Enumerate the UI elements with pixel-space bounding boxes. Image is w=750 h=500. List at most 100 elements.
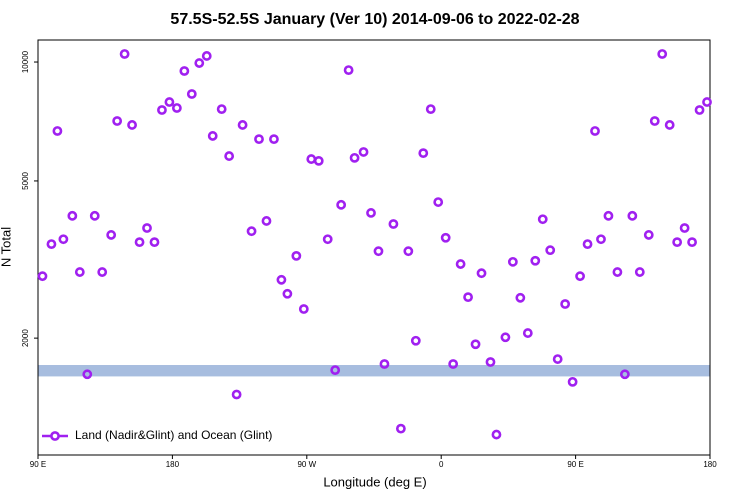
x-axis-label: Longitude (deg E) xyxy=(323,474,426,489)
point xyxy=(530,255,541,266)
point xyxy=(306,154,317,164)
point xyxy=(500,332,511,343)
point xyxy=(582,239,593,250)
point xyxy=(373,246,384,257)
point xyxy=(634,267,645,277)
chart-title: 57.5S-52.5S January (Ver 10) 2014-09-06 … xyxy=(170,11,579,28)
point xyxy=(507,256,518,267)
point xyxy=(106,230,117,240)
y-tick-label: 10000 xyxy=(21,50,30,73)
point xyxy=(643,230,654,240)
point xyxy=(157,105,167,115)
point xyxy=(403,246,414,257)
point xyxy=(119,49,130,59)
point xyxy=(491,429,502,440)
point xyxy=(298,304,309,314)
point xyxy=(237,120,248,130)
point xyxy=(455,259,466,269)
point xyxy=(395,423,406,434)
point xyxy=(97,267,108,277)
point xyxy=(567,376,578,387)
legend-label: Land (Nadir&Glint) and Ocean (Glint) xyxy=(75,428,272,442)
point xyxy=(269,134,279,145)
point xyxy=(246,226,257,237)
x-tick-label: 90 E xyxy=(567,460,583,469)
point xyxy=(388,219,399,229)
point xyxy=(127,120,137,130)
point xyxy=(291,251,302,261)
point xyxy=(470,339,481,350)
point xyxy=(687,237,697,248)
x-tick-label: 90 E xyxy=(30,460,46,469)
point xyxy=(619,369,630,380)
x-tick-label: 180 xyxy=(166,460,180,469)
point xyxy=(552,354,563,364)
point xyxy=(694,105,705,115)
point xyxy=(425,104,436,115)
point xyxy=(485,357,496,367)
point xyxy=(194,58,205,68)
point xyxy=(657,49,668,59)
point xyxy=(142,223,152,233)
reference-band xyxy=(38,365,710,377)
point xyxy=(349,152,360,163)
x-tick-label: 0 xyxy=(439,460,444,469)
point xyxy=(74,267,85,277)
point xyxy=(52,126,63,136)
point xyxy=(590,126,600,136)
point xyxy=(537,214,548,225)
point xyxy=(515,292,526,303)
point xyxy=(149,237,160,248)
plot-frame xyxy=(37,39,711,456)
point xyxy=(358,147,369,157)
point xyxy=(596,234,606,245)
point xyxy=(379,359,390,369)
point xyxy=(702,97,712,107)
point xyxy=(46,239,57,250)
point xyxy=(672,237,683,248)
y-axis-label: N Total xyxy=(0,227,13,267)
point xyxy=(366,208,376,218)
point xyxy=(322,234,333,245)
legend-marker xyxy=(50,431,60,441)
point xyxy=(545,245,556,256)
point xyxy=(89,210,100,221)
point xyxy=(82,369,93,380)
point xyxy=(112,116,123,126)
point xyxy=(216,104,227,115)
point xyxy=(336,199,347,210)
point xyxy=(186,89,197,99)
point xyxy=(463,292,473,303)
point xyxy=(179,66,190,76)
point xyxy=(343,65,354,76)
point xyxy=(440,232,451,243)
point xyxy=(649,116,660,126)
point xyxy=(282,288,293,299)
point xyxy=(224,151,235,161)
y-tick-label: 2000 xyxy=(21,329,30,347)
point xyxy=(679,223,690,233)
point xyxy=(261,216,272,226)
point xyxy=(207,131,218,141)
point xyxy=(134,237,145,248)
x-tick-label: 180 xyxy=(703,460,717,469)
point xyxy=(231,389,242,400)
point xyxy=(410,335,421,346)
point xyxy=(627,210,638,221)
point xyxy=(330,365,341,375)
x-tick-label: 90 W xyxy=(297,460,316,469)
point xyxy=(603,210,614,221)
point xyxy=(612,267,623,277)
point xyxy=(37,271,48,282)
point xyxy=(448,359,459,369)
point xyxy=(664,120,675,130)
point xyxy=(171,103,182,113)
point xyxy=(67,210,78,221)
point xyxy=(276,274,287,285)
point xyxy=(522,328,533,338)
point xyxy=(560,299,571,309)
point xyxy=(433,197,444,207)
point xyxy=(201,51,212,61)
